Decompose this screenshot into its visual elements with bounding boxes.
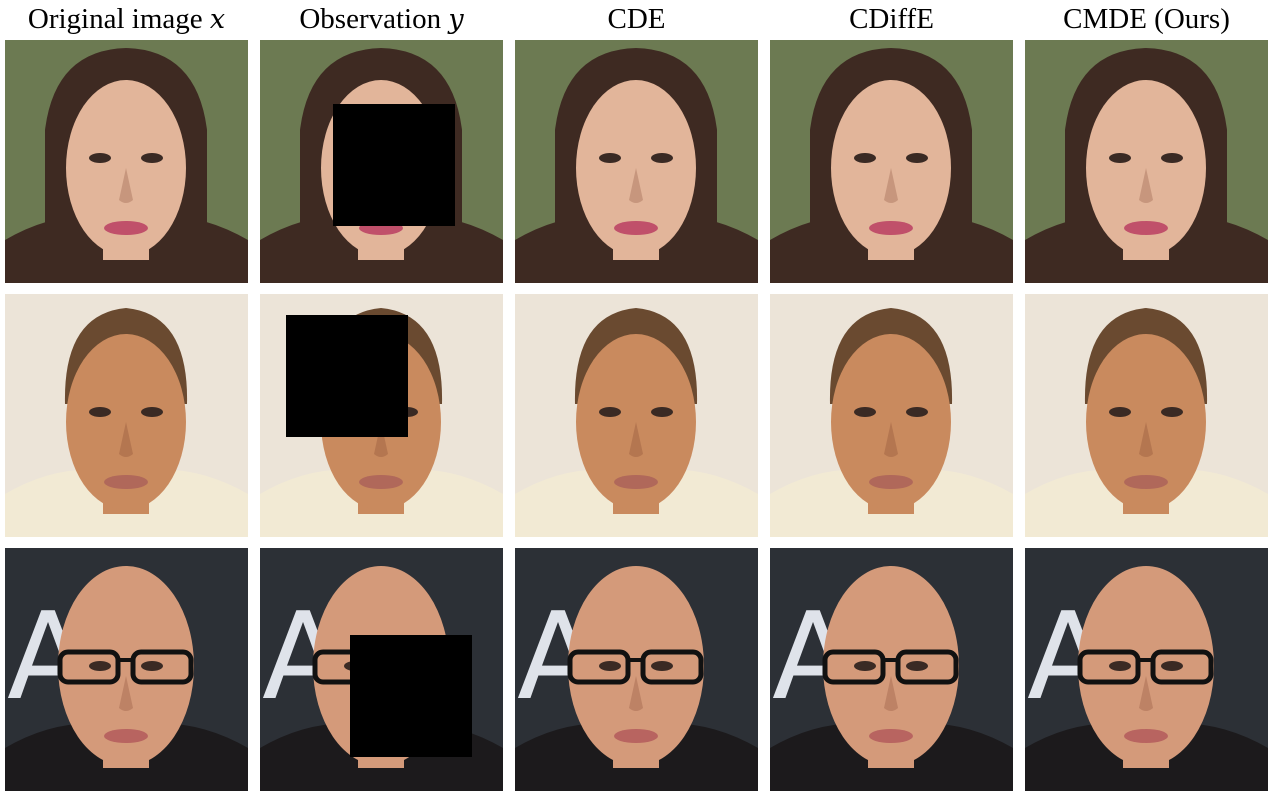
column-header-cde: CDE [515, 0, 758, 40]
face-image-bald-man-original: A [5, 548, 248, 791]
face-image-woman-original [5, 40, 248, 283]
column-variable: y [448, 4, 464, 35]
occlusion-mask [350, 635, 472, 757]
occlusion-mask [333, 104, 455, 226]
column-label: Observation [299, 3, 442, 35]
face-image-man-observation [260, 294, 503, 537]
column-header-cdiffe: CDiffE [770, 0, 1013, 40]
column-label: Original image [27, 3, 203, 35]
column-label: CMDE (Ours) [1063, 3, 1230, 35]
occlusion-mask [286, 315, 408, 437]
column-header-original: Original image x [5, 0, 248, 40]
face-image-woman-cdiffe [770, 40, 1013, 283]
face-image-man-cmde [1025, 294, 1268, 537]
face-image-man-cdiffe [770, 294, 1013, 537]
face-image-man-original [5, 294, 248, 537]
face-image-woman-cmde [1025, 40, 1268, 283]
face-image-bald-man-cde: A [515, 548, 758, 791]
face-image-bald-man-observation: A [260, 548, 503, 791]
column-variable: x [209, 4, 226, 35]
face-image-woman-observation [260, 40, 503, 283]
face-image-bald-man-cmde: A [1025, 548, 1268, 791]
column-header-observation: Observation y [260, 0, 503, 40]
column-header-cmde: CMDE (Ours) [1025, 0, 1268, 40]
column-label: CDE [607, 3, 666, 35]
column-label: CDiffE [849, 3, 934, 35]
face-image-man-cde [515, 294, 758, 537]
face-image-bald-man-cdiffe: A [770, 548, 1013, 791]
face-image-woman-cde [515, 40, 758, 283]
